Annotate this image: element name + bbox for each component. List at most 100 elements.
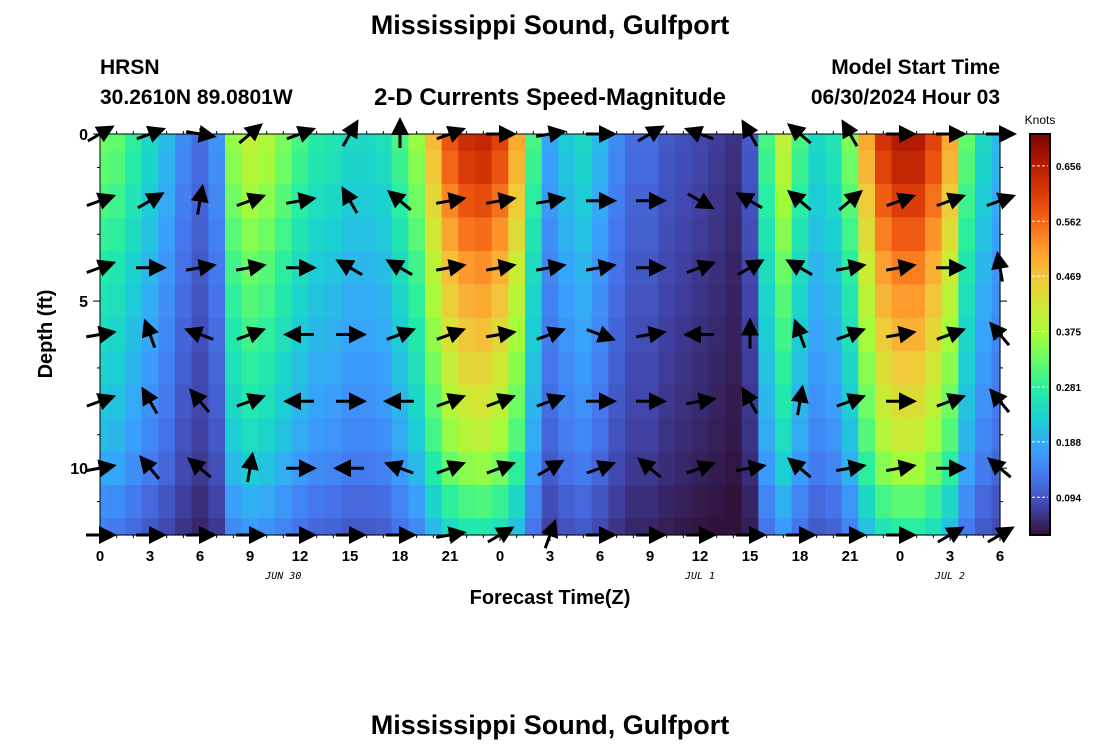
heatmap-cell — [358, 184, 376, 219]
heatmap-cell — [275, 184, 293, 219]
heatmap-cell — [975, 150, 993, 185]
heatmap-cell — [808, 150, 826, 185]
heatmap-cell — [791, 284, 809, 319]
heatmap-cell — [575, 451, 593, 486]
y-axis: 0 5 10 — [70, 127, 1007, 536]
colorbar-tick-label: 0.562 — [1056, 217, 1081, 228]
heatmap-cell — [525, 150, 543, 185]
model-start-label: Model Start Time — [831, 56, 1000, 79]
heatmap-cell — [575, 317, 593, 352]
heatmap-cell — [375, 217, 393, 252]
current-arrow — [383, 460, 414, 477]
heatmap-cell — [275, 451, 293, 486]
heatmap-cell — [841, 284, 859, 319]
heatmap-cell — [258, 418, 276, 453]
current-arrow — [838, 189, 863, 211]
heatmap-cell — [125, 384, 143, 419]
heatmap-cell — [991, 134, 1001, 152]
heatmap-cell — [591, 518, 609, 536]
heatmap-cell — [258, 451, 276, 486]
current-arrow — [835, 258, 867, 277]
heatmap-cell — [608, 518, 626, 536]
heatmap-cell — [425, 484, 443, 519]
heatmap-cell — [525, 250, 543, 285]
heatmap-cell — [325, 317, 343, 352]
heatmap-cell — [858, 451, 876, 486]
heatmap-cell — [291, 518, 309, 536]
heatmap-cell — [425, 250, 443, 285]
heatmap-cell — [708, 284, 726, 319]
heatmap-cell — [991, 284, 1001, 319]
heatmap-cell — [825, 317, 843, 352]
heatmap-cell — [475, 217, 493, 252]
heatmap-cell — [641, 351, 659, 386]
heatmap-cell — [958, 418, 976, 453]
heatmap-cell — [575, 284, 593, 319]
current-arrow — [236, 393, 267, 411]
heatmap-cell — [275, 484, 293, 519]
colorbar-tick-label: 0.656 — [1056, 162, 1081, 173]
current-arrow — [936, 326, 967, 344]
colorbar: Knots 0.656 0.562 0.469 0.375 0.281 0.188 0.094 — [1025, 113, 1081, 536]
current-arrow — [537, 459, 565, 477]
heatmap-cell — [175, 518, 193, 536]
heatmap-cell — [975, 217, 993, 252]
heatmap-cell — [491, 351, 509, 386]
heatmap-cell — [758, 284, 776, 319]
x-tick-label: 6 — [996, 548, 1004, 565]
heatmap-cell — [108, 418, 126, 453]
heatmap-cell — [325, 134, 343, 152]
heatmap-cell — [225, 384, 243, 419]
heatmap-cell — [591, 217, 609, 252]
heatmap-cell — [625, 484, 643, 519]
heatmap-cell — [675, 134, 693, 152]
heatmap-cell — [258, 250, 276, 285]
heatmap-cell — [308, 134, 326, 152]
heatmap-cell — [191, 518, 209, 536]
heatmap-cell — [991, 217, 1001, 252]
heatmap-cell — [725, 284, 743, 319]
heatmap-cell — [775, 484, 793, 519]
heatmap-cell — [508, 134, 526, 152]
current-arrow — [141, 318, 159, 349]
x-tick-label: 15 — [342, 548, 359, 565]
heatmap-cell — [175, 451, 193, 486]
current-arrow — [486, 460, 517, 477]
heatmap-cell — [925, 418, 943, 453]
heatmap-cell — [325, 384, 343, 419]
heatmap-cell — [125, 250, 143, 285]
colorbar-tick-label: 0.375 — [1056, 328, 1081, 339]
heatmap-cell — [641, 484, 659, 519]
y-tick-label: 10 — [70, 461, 88, 478]
heatmap-cell — [100, 150, 109, 185]
heatmap-cell — [108, 217, 126, 252]
heatmap-cell — [375, 351, 393, 386]
heatmap-cell — [525, 518, 543, 536]
heatmap-cell — [841, 518, 859, 536]
heatmap-cell — [100, 284, 109, 319]
current-arrow — [791, 318, 809, 349]
heatmap-cell — [791, 484, 809, 519]
heatmap-cell — [458, 451, 476, 486]
heatmap-cell — [408, 134, 426, 152]
station-coordinates: 30.2610N 89.0801W — [100, 86, 293, 109]
x-tick-label: 6 — [596, 548, 604, 565]
heatmap-cell — [358, 484, 376, 519]
heatmap-cell — [475, 484, 493, 519]
heatmap-cell — [275, 150, 293, 185]
current-arrow — [436, 460, 467, 477]
heatmap-cell — [808, 134, 826, 152]
heatmap-cell — [875, 217, 893, 252]
heatmap-cell — [525, 451, 543, 486]
heatmap-cell — [525, 384, 543, 419]
current-arrow — [387, 189, 412, 211]
heatmap-cell — [541, 217, 559, 252]
heatmap-cell — [258, 384, 276, 419]
heatmap-cell — [725, 150, 743, 185]
heatmap-cell — [758, 518, 776, 536]
heatmap-cell — [725, 217, 743, 252]
heatmap-cell — [925, 451, 943, 486]
heatmap-cell — [491, 418, 509, 453]
heatmap-cell — [641, 217, 659, 252]
heatmap-cell — [675, 484, 693, 519]
